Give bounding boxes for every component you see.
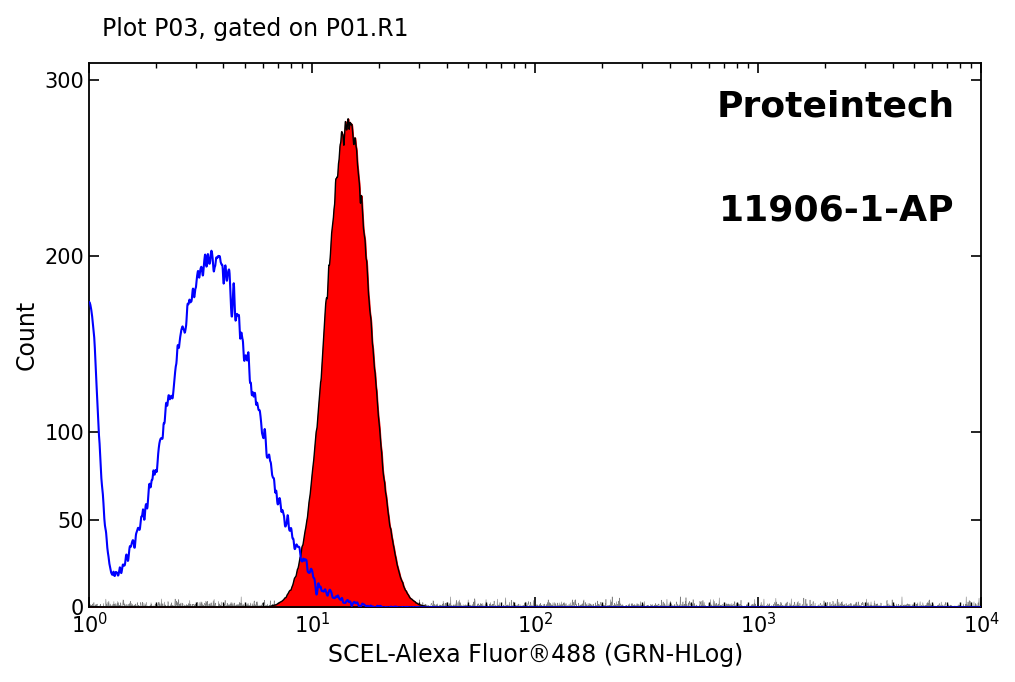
X-axis label: SCEL-Alexa Fluor®488 (GRN-HLog): SCEL-Alexa Fluor®488 (GRN-HLog) <box>328 643 743 667</box>
Y-axis label: Count: Count <box>15 300 39 370</box>
Text: Proteintech: Proteintech <box>717 90 955 124</box>
Text: Plot P03, gated on P01.R1: Plot P03, gated on P01.R1 <box>102 17 408 41</box>
Text: 11906-1-AP: 11906-1-AP <box>719 194 955 228</box>
